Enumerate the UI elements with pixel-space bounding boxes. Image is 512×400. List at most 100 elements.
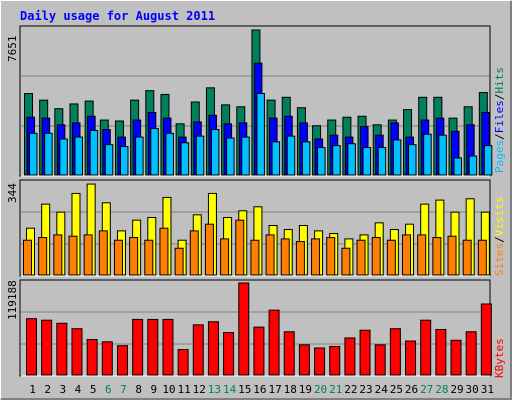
x-tick-label: 9 xyxy=(150,383,157,396)
bar-kbytes xyxy=(162,318,174,376)
x-tick-label: 20 xyxy=(314,383,327,396)
y-max-label-sites-visits: 344 xyxy=(6,183,19,203)
bar-sites xyxy=(83,234,93,276)
bar-pages xyxy=(256,93,265,176)
legend-separator: / xyxy=(493,133,506,140)
bar-sites xyxy=(129,237,139,276)
bar-pages xyxy=(377,147,387,176)
bar-kbytes xyxy=(344,337,356,376)
bar-kbytes xyxy=(435,328,447,376)
sites-visits-panel: 344 Sites/Visits xyxy=(6,179,506,277)
legend-visits: Visits xyxy=(493,197,506,237)
bar-kbytes xyxy=(223,332,235,376)
bar-sites xyxy=(235,219,245,276)
bar-pages xyxy=(317,147,326,176)
bar-pages xyxy=(241,136,250,176)
bar-kbytes xyxy=(147,318,159,376)
bar-pages xyxy=(44,132,53,176)
x-tick-label: 13 xyxy=(208,383,221,396)
bar-kbytes xyxy=(116,345,128,376)
x-tick-label: 3 xyxy=(60,383,67,396)
bar-kbytes xyxy=(329,345,341,376)
bar-sites xyxy=(265,234,275,276)
bar-pages xyxy=(104,144,114,176)
bar-kbytes xyxy=(177,349,189,376)
x-tick-label: 18 xyxy=(284,383,297,396)
bar-kbytes xyxy=(359,329,371,376)
bar-pages xyxy=(59,138,68,176)
bar-kbytes xyxy=(314,347,326,376)
x-tick-label: 22 xyxy=(344,383,357,396)
x-tick-label: 5 xyxy=(90,383,97,396)
bar-sites xyxy=(477,239,487,276)
x-tick-label: 8 xyxy=(135,383,142,396)
bar-pages xyxy=(468,155,478,176)
x-tick-label: 14 xyxy=(223,383,237,396)
kbytes-panel: 119188 KBytes xyxy=(6,279,506,378)
bar-kbytes xyxy=(192,324,204,376)
bar-pages xyxy=(74,136,83,176)
bar-sites xyxy=(159,227,169,276)
legend-hits: Hits xyxy=(493,67,506,94)
bar-pages xyxy=(119,146,129,176)
bar-sites xyxy=(68,235,78,276)
bar-kbytes xyxy=(405,340,417,376)
bar-sites xyxy=(326,237,336,276)
bar-kbytes xyxy=(132,318,144,376)
bar-pages xyxy=(392,139,402,176)
pages-files-hits-panel: 7651 Pages/Files/Hits xyxy=(6,25,506,177)
bar-pages xyxy=(150,128,159,176)
bar-kbytes xyxy=(41,319,53,376)
bar-sites xyxy=(341,247,351,276)
x-tick-label: 15 xyxy=(238,383,251,396)
legend-sites-visits: Sites/Visits xyxy=(493,197,506,277)
bar-sites xyxy=(38,237,48,276)
x-tick-label: 25 xyxy=(390,383,403,396)
x-tick-label: 29 xyxy=(450,383,463,396)
bar-kbytes xyxy=(26,318,37,376)
legend-separator: / xyxy=(493,236,506,243)
bar-sites xyxy=(432,237,442,276)
bar-sites xyxy=(295,241,305,276)
legend-pages-files-hits: Pages/Files/Hits xyxy=(493,67,506,173)
x-tick-label: 27 xyxy=(420,383,433,396)
bar-pages xyxy=(271,141,281,176)
chart-title: Daily usage for August 2011 xyxy=(20,9,215,23)
bar-kbytes xyxy=(283,331,295,376)
bar-kbytes xyxy=(101,341,113,376)
bar-pages xyxy=(408,144,417,176)
x-tick-label: 23 xyxy=(359,383,372,396)
bar-pages xyxy=(423,133,432,176)
bar-pages xyxy=(210,129,220,176)
bar-sites xyxy=(220,238,230,276)
bar-pages xyxy=(332,145,341,176)
x-tick-label: 28 xyxy=(435,383,448,396)
bar-pages xyxy=(438,134,447,176)
y-max-label-pages-files-hits: 7651 xyxy=(6,36,19,63)
bar-sites xyxy=(250,239,260,276)
bar-kbytes xyxy=(480,303,492,376)
bar-pages xyxy=(165,132,174,176)
x-tick-label: 12 xyxy=(193,383,206,396)
bar-sites xyxy=(23,239,32,276)
bar-kbytes xyxy=(465,331,477,376)
bar-kbytes xyxy=(268,309,280,376)
x-tick-label: 26 xyxy=(405,383,418,396)
legend-sites: Sites xyxy=(493,243,506,276)
bar-sites xyxy=(371,237,381,276)
bar-sites xyxy=(144,239,154,276)
x-tick-label: 21 xyxy=(329,383,342,396)
x-tick-label: 10 xyxy=(162,383,175,396)
bar-pages xyxy=(135,136,144,176)
bar-kbytes xyxy=(238,282,250,376)
bar-sites xyxy=(417,234,427,276)
bar-pages xyxy=(286,135,296,176)
x-tick-label: 1 xyxy=(29,383,36,396)
bar-kbytes xyxy=(86,338,98,376)
x-tick-label: 30 xyxy=(466,383,479,396)
x-tick-label: 11 xyxy=(177,383,190,396)
bar-sites xyxy=(204,223,214,276)
bar-pages xyxy=(180,142,190,176)
